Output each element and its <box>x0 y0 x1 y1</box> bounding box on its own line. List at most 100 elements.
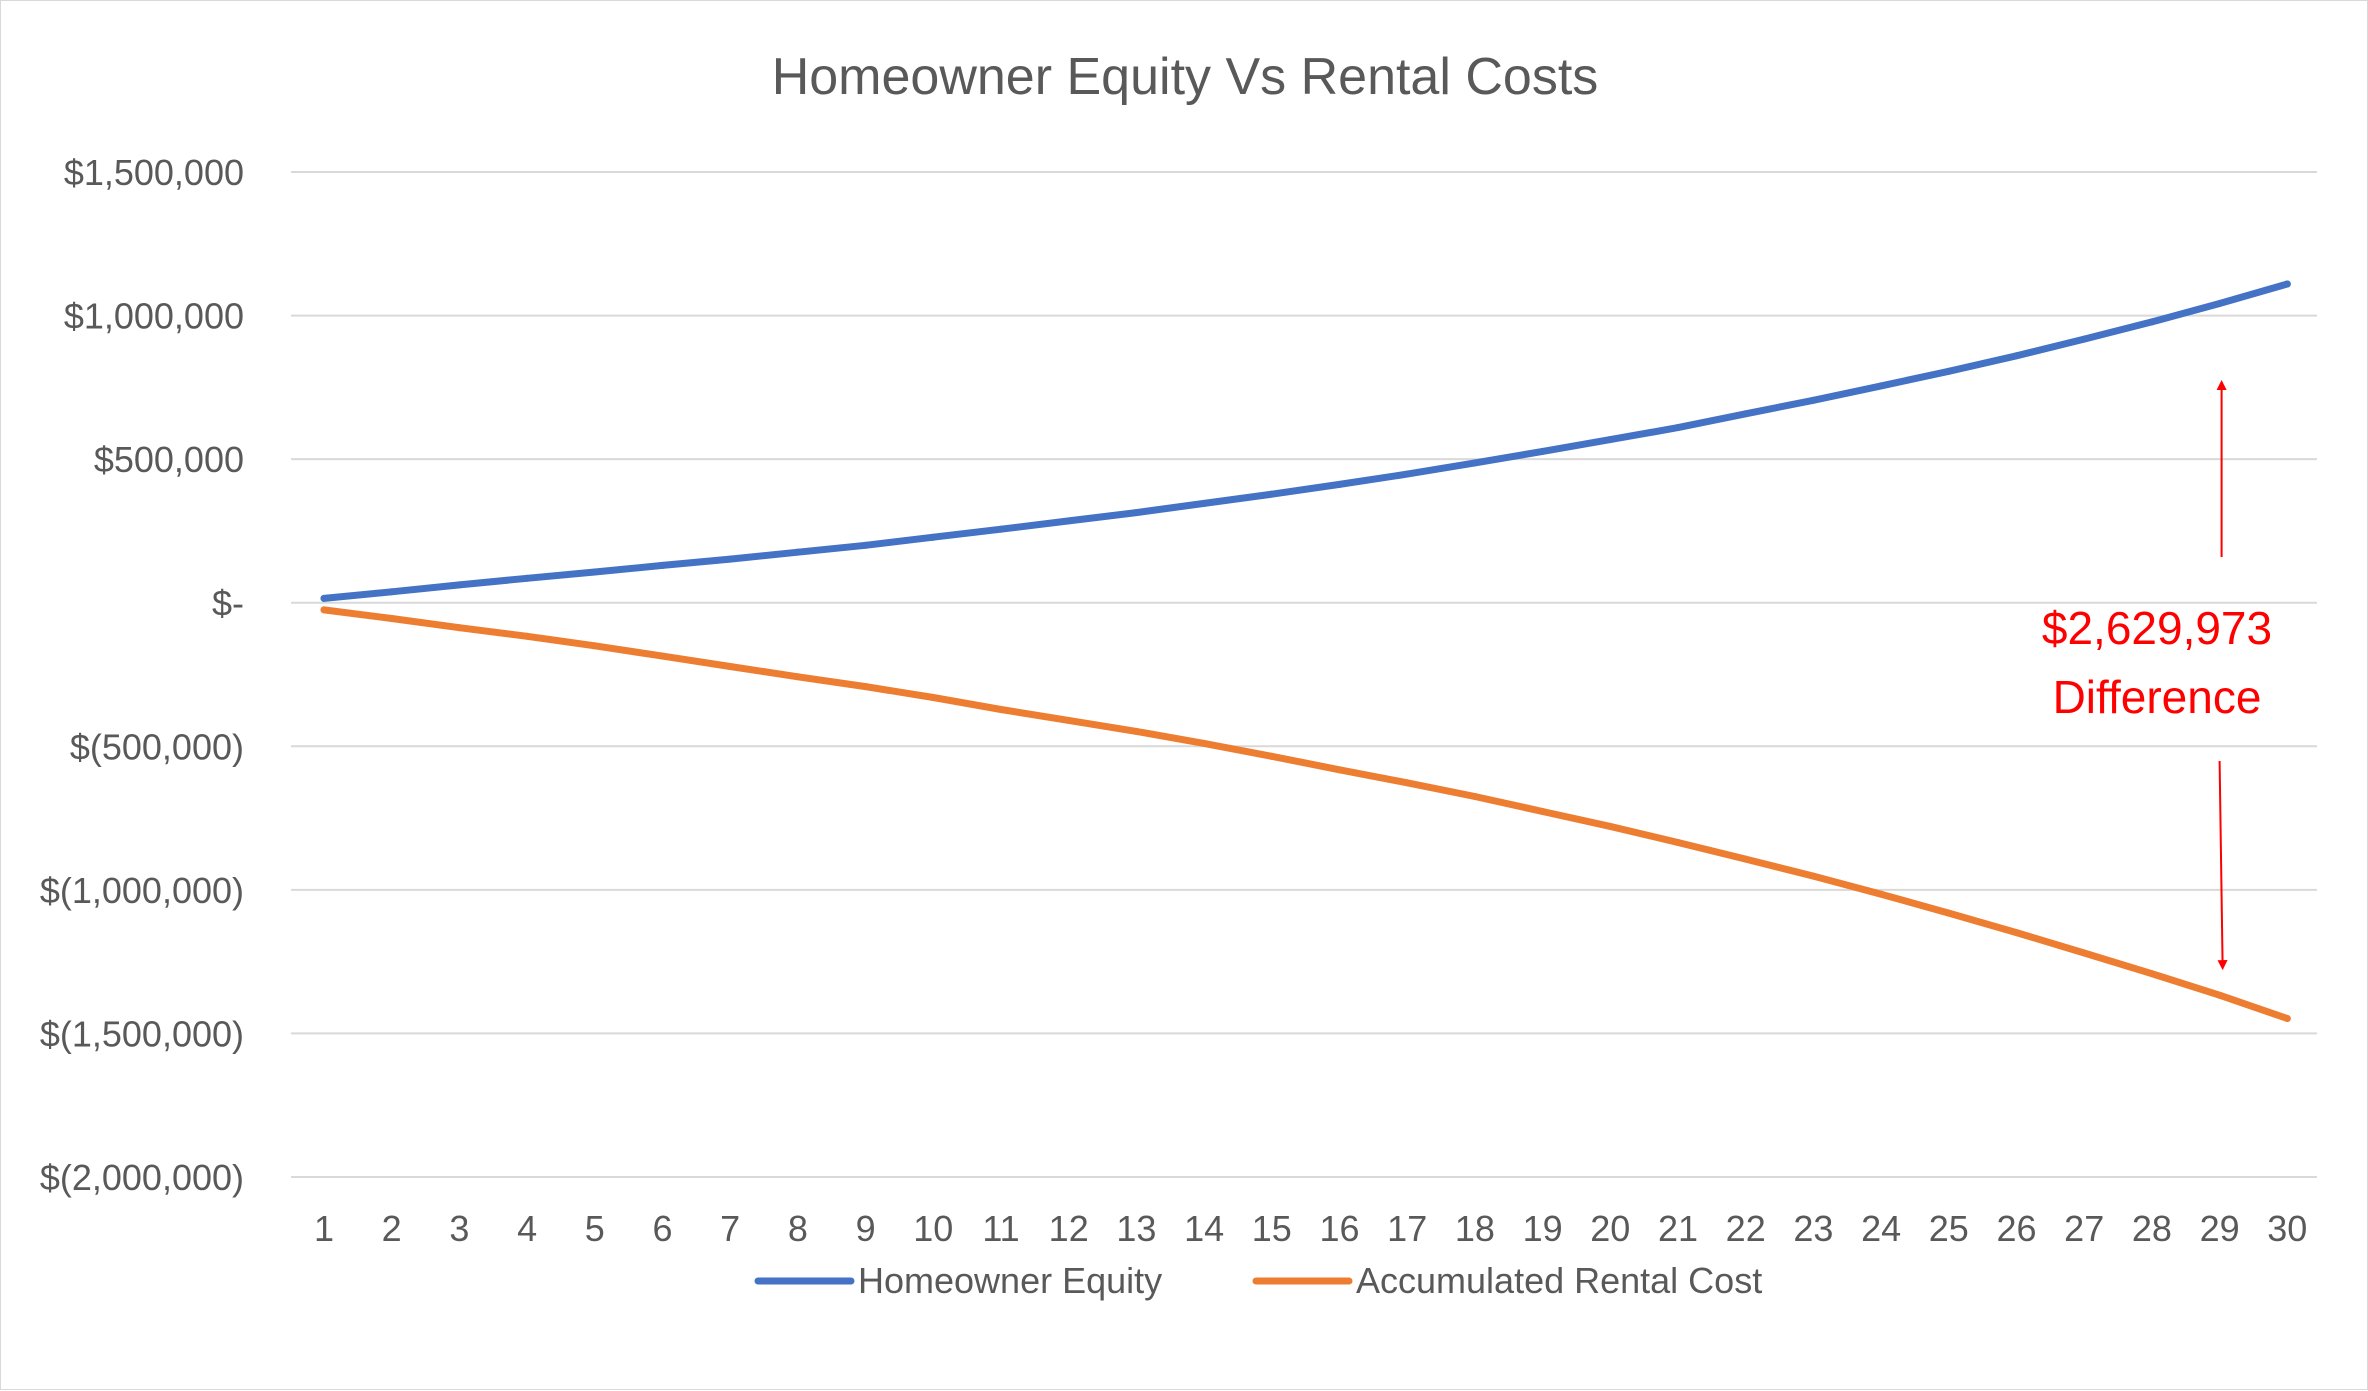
data-point <box>1742 410 1750 418</box>
x-tick-label: 30 <box>2267 1208 2307 1249</box>
data-point <box>862 541 870 549</box>
x-tick-label: 27 <box>2064 1208 2104 1249</box>
x-tick-label: 29 <box>2200 1208 2240 1249</box>
x-tick-label: 9 <box>856 1208 876 1249</box>
data-point <box>388 615 396 623</box>
difference-annotation: $2,629,973 Difference <box>2042 380 2272 971</box>
data-point <box>1471 793 1479 801</box>
data-point <box>726 555 734 563</box>
data-point <box>929 693 937 701</box>
x-tick-label: 21 <box>1658 1208 1698 1249</box>
data-point <box>1809 872 1817 880</box>
x-tick-label: 16 <box>1319 1208 1359 1249</box>
y-tick-label: $- <box>212 583 244 624</box>
x-tick-label: 1 <box>314 1208 334 1249</box>
x-tick-label: 26 <box>1996 1208 2036 1249</box>
x-tick-label: 12 <box>1049 1208 1089 1249</box>
y-tick-label: $(2,000,000) <box>40 1157 244 1198</box>
data-point <box>1403 779 1411 787</box>
data-point <box>1539 447 1547 455</box>
y-axis-tick-labels: $1,500,000 $1,000,000 $500,000 $- $(500,000)… <box>40 152 244 1198</box>
data-point <box>320 606 328 614</box>
data-point <box>523 632 531 640</box>
x-tick-label: 5 <box>585 1208 605 1249</box>
data-point <box>997 706 1005 714</box>
data-point <box>997 525 1005 533</box>
data-point <box>591 568 599 576</box>
x-tick-label: 23 <box>1793 1208 1833 1249</box>
series-line-accumulated-rental-cost <box>320 606 2291 1022</box>
data-point <box>1877 890 1885 898</box>
data-point <box>659 652 666 660</box>
data-point <box>1945 367 1953 375</box>
data-point <box>1065 716 1073 724</box>
data-point <box>1132 727 1140 735</box>
x-tick-label: 4 <box>517 1208 537 1249</box>
x-tick-label: 3 <box>449 1208 469 1249</box>
x-axis-tick-labels: 1 2 3 4 5 6 7 8 9 10 11 12 13 14 15 16 17 18 19 20 21 22 23 24 2… <box>314 1208 2307 1249</box>
gridlines <box>291 171 2317 1178</box>
data-point <box>455 624 463 632</box>
data-point <box>1674 424 1682 432</box>
data-point <box>2148 318 2156 326</box>
data-point <box>320 594 328 602</box>
data-point <box>591 642 599 650</box>
data-point <box>523 574 531 582</box>
x-tick-label: 18 <box>1455 1208 1495 1249</box>
x-tick-label: 6 <box>652 1208 672 1249</box>
data-point <box>726 662 734 670</box>
data-point <box>1809 396 1817 404</box>
data-point <box>2013 352 2020 360</box>
data-point <box>1471 459 1479 467</box>
data-point <box>1403 470 1411 478</box>
data-point <box>2080 949 2088 957</box>
x-tick-label: 14 <box>1184 1208 1224 1249</box>
data-point <box>1336 766 1343 774</box>
x-tick-label: 17 <box>1387 1208 1427 1249</box>
x-tick-label: 11 <box>982 1208 1019 1249</box>
y-tick-label: $1,000,000 <box>64 296 244 337</box>
x-tick-label: 8 <box>788 1208 808 1249</box>
y-tick-label: $(1,500,000) <box>40 1013 244 1054</box>
data-point <box>388 588 396 596</box>
x-tick-label: 7 <box>720 1208 740 1249</box>
y-tick-label: $(500,000) <box>70 726 244 767</box>
data-point <box>1674 838 1682 846</box>
data-point <box>1606 822 1614 830</box>
data-point <box>1945 909 1953 917</box>
x-tick-label: 24 <box>1861 1208 1901 1249</box>
annotation-label: Difference <box>2053 671 2262 723</box>
data-point <box>1606 436 1614 444</box>
data-point <box>2013 929 2020 937</box>
data-point <box>794 548 802 556</box>
x-tick-label: 20 <box>1590 1208 1630 1249</box>
x-tick-label: 2 <box>382 1208 402 1249</box>
data-point <box>2148 970 2156 978</box>
chart-title: Homeowner Equity Vs Rental Costs <box>772 48 1599 106</box>
data-point <box>1268 490 1276 498</box>
x-tick-label: 28 <box>2132 1208 2172 1249</box>
data-point <box>2216 991 2224 999</box>
legend: Homeowner Equity Accumulated Rental Cost <box>754 1260 1762 1301</box>
data-point <box>929 533 937 541</box>
series-line-homeowner-equity <box>320 280 2291 602</box>
data-point <box>1268 752 1276 760</box>
y-tick-label: $(1,000,000) <box>40 870 244 911</box>
x-tick-label: 15 <box>1252 1208 1292 1249</box>
data-point <box>1336 480 1343 488</box>
data-point <box>1132 509 1140 517</box>
data-point <box>2080 335 2088 343</box>
data-point <box>2283 280 2291 288</box>
x-tick-label: 19 <box>1523 1208 1563 1249</box>
x-tick-label: 25 <box>1929 1208 1969 1249</box>
data-point <box>1742 855 1750 863</box>
data-point <box>455 581 463 589</box>
x-tick-label: 13 <box>1116 1208 1156 1249</box>
y-tick-label: $1,500,000 <box>64 152 244 193</box>
data-point <box>1539 807 1547 815</box>
data-point <box>2216 300 2224 308</box>
legend-label: Accumulated Rental Cost <box>1356 1260 1762 1301</box>
data-point <box>2283 1014 2291 1022</box>
